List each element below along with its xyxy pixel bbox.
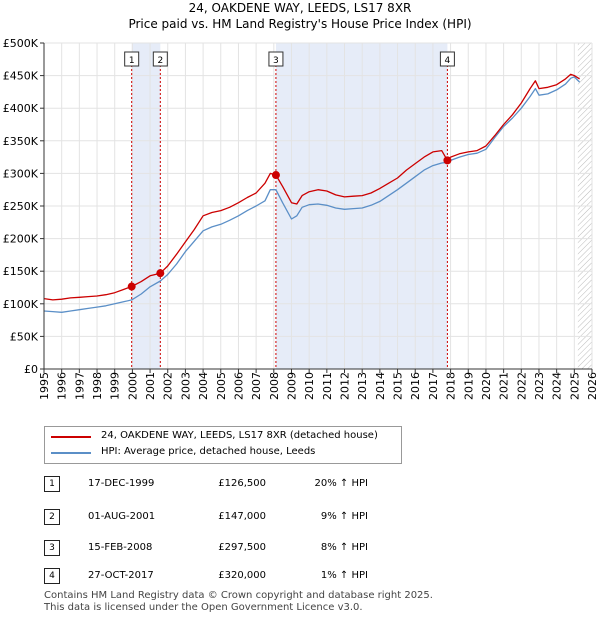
y-tick-label: £0 [24, 363, 38, 376]
sale-number-label: 4 [445, 56, 451, 66]
x-tick-label: 1995 [38, 372, 51, 400]
y-tick-label: £200K [3, 233, 39, 246]
sale-number-label: 2 [157, 56, 163, 66]
chart-legend: 24, OAKDENE WAY, LEEDS, LS17 8XR (detach… [44, 426, 402, 464]
transaction-price: £147,000 [218, 511, 266, 522]
x-tick-label: 2020 [480, 372, 493, 400]
x-tick-label: 1999 [109, 372, 122, 400]
sale-point [271, 171, 280, 180]
transaction-number: 3 [44, 540, 60, 556]
hpi-line [43, 76, 581, 313]
transaction-number: 4 [44, 568, 60, 584]
legend-swatch-property [51, 436, 91, 438]
sale-number-box [439, 51, 455, 67]
x-tick-label: 2017 [427, 372, 440, 400]
sale-number-box [152, 51, 168, 67]
sale-number-box [268, 51, 284, 67]
y-tick-label: £300K [3, 167, 39, 180]
x-tick-label: 2015 [392, 372, 405, 400]
sale-point [156, 269, 165, 278]
x-tick-label: 1997 [73, 372, 86, 400]
x-tick-label: 2006 [232, 372, 245, 400]
transaction-price: £126,500 [218, 478, 266, 489]
sale-point [443, 156, 452, 165]
transaction-price: £297,500 [218, 542, 266, 553]
transaction-hpi-diff: 20% ↑ HPI [314, 478, 368, 489]
x-tick-label: 2011 [321, 372, 334, 400]
y-tick-label: £400K [3, 102, 39, 115]
y-tick-label: £350K [3, 135, 39, 148]
legend-label-hpi: HPI: Average price, detached house, Leed… [101, 446, 316, 457]
sale-number-label: 1 [129, 56, 135, 66]
y-tick-label: £150K [3, 265, 39, 278]
transaction-number: 1 [44, 476, 60, 492]
x-tick-label: 2007 [250, 372, 263, 400]
x-tick-label: 2012 [339, 372, 352, 400]
x-tick-label: 2022 [515, 372, 528, 400]
chart-title: 24, OAKDENE WAY, LEEDS, LS17 8XR [188, 1, 412, 15]
price-chart: 1 2 3 4 £0 £50K £100K £150K £200K £250K £300K £350K… [3, 37, 599, 400]
chart-subtitle: Price paid vs. HM Land Registry's House … [128, 17, 472, 31]
transaction-price: £320,000 [218, 570, 266, 581]
transaction-date: 17-DEC-1999 [88, 478, 155, 489]
x-tick-label: 2009 [285, 372, 298, 400]
transaction-date: 01-AUG-2001 [88, 511, 156, 522]
x-tick-label: 2005 [215, 372, 228, 400]
transaction-date: 15-FEB-2008 [88, 542, 153, 553]
transaction-number: 2 [44, 509, 60, 525]
y-tick-label: £450K [3, 70, 39, 83]
x-tick-label: 2010 [303, 372, 316, 400]
x-tick-label: 2025 [568, 372, 581, 400]
legend-label-property: 24, OAKDENE WAY, LEEDS, LS17 8XR (detach… [101, 430, 378, 441]
transaction-hpi-diff: 9% ↑ HPI [320, 511, 368, 522]
x-tick-label: 2024 [551, 372, 564, 400]
x-tick-label: 2026 [586, 372, 599, 400]
y-tick-label: £500K [3, 37, 39, 50]
x-tick-label: 1998 [91, 372, 104, 400]
transaction-hpi-diff: 8% ↑ HPI [320, 542, 368, 553]
x-tick-label: 2016 [409, 372, 422, 400]
x-tick-label: 2000 [126, 372, 139, 400]
sale-point [127, 282, 136, 291]
footer-copyright: Contains HM Land Registry data © Crown c… [44, 590, 433, 601]
transaction-hpi-diff: 1% ↑ HPI [320, 570, 368, 581]
transaction-date: 27-OCT-2017 [88, 570, 154, 581]
x-tick-label: 2023 [533, 372, 546, 400]
y-tick-label: £100K [3, 298, 39, 311]
x-tick-label: 2008 [268, 372, 281, 400]
y-tick-label: £50K [10, 330, 39, 343]
x-tick-label: 1996 [56, 372, 69, 400]
x-tick-label: 2004 [197, 372, 210, 400]
x-tick-label: 2001 [144, 372, 157, 400]
x-tick-label: 2013 [356, 372, 369, 400]
x-tick-label: 2021 [498, 372, 511, 400]
x-tick-label: 2003 [179, 372, 192, 400]
property-price-line [43, 73, 580, 301]
sale-number-box [124, 51, 140, 67]
sale-number-label: 3 [273, 56, 279, 66]
x-tick-label: 2019 [462, 372, 475, 400]
y-tick-label: £250K [3, 200, 39, 213]
legend-swatch-hpi [51, 452, 91, 454]
x-tick-label: 2002 [162, 372, 175, 400]
x-tick-label: 2018 [445, 372, 458, 400]
x-tick-label: 2014 [374, 372, 387, 400]
footer-licence: This data is licensed under the Open Gov… [44, 602, 363, 613]
